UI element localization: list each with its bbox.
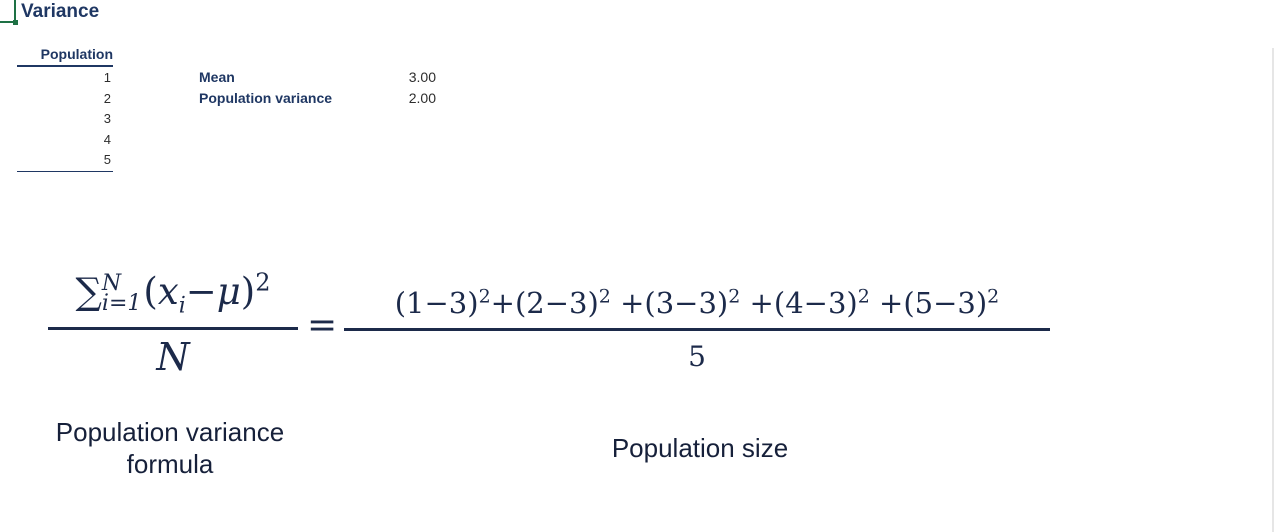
formula-caption: Population variance formula xyxy=(55,417,285,479)
expanded-calculation-fraction-bar xyxy=(344,328,1050,331)
expanded-calculation-fraction: (1−3)2+(2−3)2 +(3−3)2 +(4−3)2 +(5−3)2 5 xyxy=(344,280,1050,383)
equals-sign: = xyxy=(307,305,338,346)
expansion-exponent: 2 xyxy=(857,285,870,308)
sheet-title: Variance xyxy=(21,1,100,22)
expansion-term: (5−3) xyxy=(903,286,988,320)
population-value-cell[interactable]: 5 xyxy=(103,152,111,167)
summation-symbol: ∑ xyxy=(75,270,102,313)
term-open-paren: ( xyxy=(143,270,158,313)
population-variance-label[interactable]: Population variance xyxy=(199,90,333,106)
active-cell-cursor xyxy=(0,0,18,25)
expansion-exponent: 2 xyxy=(598,285,611,308)
expansion-exponent: 2 xyxy=(987,285,1000,308)
expansion-exponent: 2 xyxy=(478,285,491,308)
expansion-term: (1−3) xyxy=(394,286,479,320)
expansion-exponent: 2 xyxy=(728,285,741,308)
population-size-caption: Population size xyxy=(611,433,789,463)
mean-value[interactable]: 3.00 xyxy=(408,69,436,85)
population-variance-value[interactable]: 2.00 xyxy=(408,90,436,106)
term-x: x xyxy=(157,270,179,313)
term-minus: − xyxy=(185,270,217,313)
population-value-cell[interactable]: 1 xyxy=(103,70,111,85)
population-value-cell[interactable]: 2 xyxy=(103,90,111,106)
summation-lower-limit: i=1 xyxy=(101,290,142,316)
expansion-term: (2−3) xyxy=(514,286,599,320)
term-close-paren: ) xyxy=(240,270,256,313)
variance-formula-denominator: N xyxy=(156,335,190,379)
expansion-plus-sign: + xyxy=(740,286,774,320)
term-exponent: 2 xyxy=(255,268,271,297)
mean-label[interactable]: Mean xyxy=(199,69,235,85)
expanded-calculation-denominator: 5 xyxy=(688,340,706,373)
population-variance-row: Population variance 2.00 xyxy=(199,88,436,108)
window-edge-divider xyxy=(1272,48,1274,532)
mean-row: Mean 3.00 xyxy=(199,67,436,87)
summation-upper-limit: N xyxy=(101,270,122,296)
population-value-cell[interactable]: 3 xyxy=(103,111,111,126)
expansion-term: (3−3) xyxy=(644,286,729,320)
expanded-calculation-numerator: (1−3)2+(2−3)2 +(3−3)2 +(4−3)2 +(5−3)2 xyxy=(344,280,1050,326)
expansion-plus-sign: + xyxy=(490,286,515,320)
population-value-cell[interactable]: 4 xyxy=(103,131,111,147)
term-mu: μ xyxy=(216,270,241,313)
population-values-list: 1 2 3 4 5 xyxy=(17,68,113,172)
expansion-term: (4−3) xyxy=(773,286,858,320)
population-column-header: Population xyxy=(17,45,113,67)
expansion-plus-sign: + xyxy=(869,286,904,320)
term-x-index: i xyxy=(178,293,186,319)
expansion-plus-sign: + xyxy=(610,286,645,320)
variance-formula-fraction-bar xyxy=(48,327,298,330)
